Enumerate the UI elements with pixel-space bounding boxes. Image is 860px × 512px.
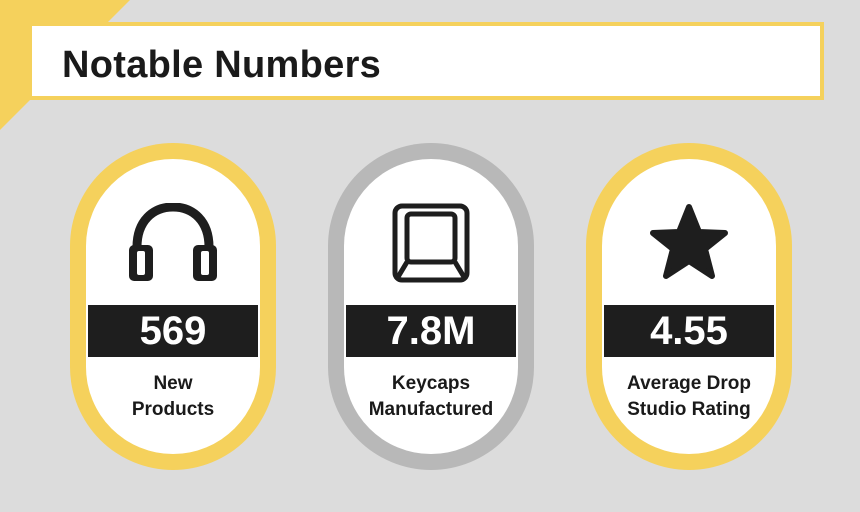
stat-card-new-products: 569 New Products (70, 143, 276, 470)
stat-label-line: New (153, 373, 193, 394)
stat-value: 569 (88, 305, 258, 357)
stat-label-line: Manufactured (368, 399, 494, 420)
star-icon (639, 203, 739, 283)
stat-value: 4.55 (604, 305, 774, 357)
stat-label: Average Drop Studio Rating (586, 371, 792, 423)
stat-value: 7.8M (346, 305, 516, 357)
header-panel: Notable Numbers (28, 22, 824, 100)
stat-card-keycaps: 7.8M Keycaps Manufactured (328, 143, 534, 470)
stat-label-line: Studio Rating (627, 399, 751, 420)
stat-label: Keycaps Manufactured (328, 371, 534, 423)
stat-label-line: Average Drop (627, 373, 751, 394)
stat-card-rating: 4.55 Average Drop Studio Rating (586, 143, 792, 470)
stat-label: New Products (70, 371, 276, 423)
stat-label-line: Keycaps (391, 373, 471, 394)
page-title: Notable Numbers (62, 44, 382, 86)
keycap-icon (381, 203, 481, 283)
stat-label-line: Products (131, 399, 215, 420)
headphones-icon (123, 202, 223, 283)
